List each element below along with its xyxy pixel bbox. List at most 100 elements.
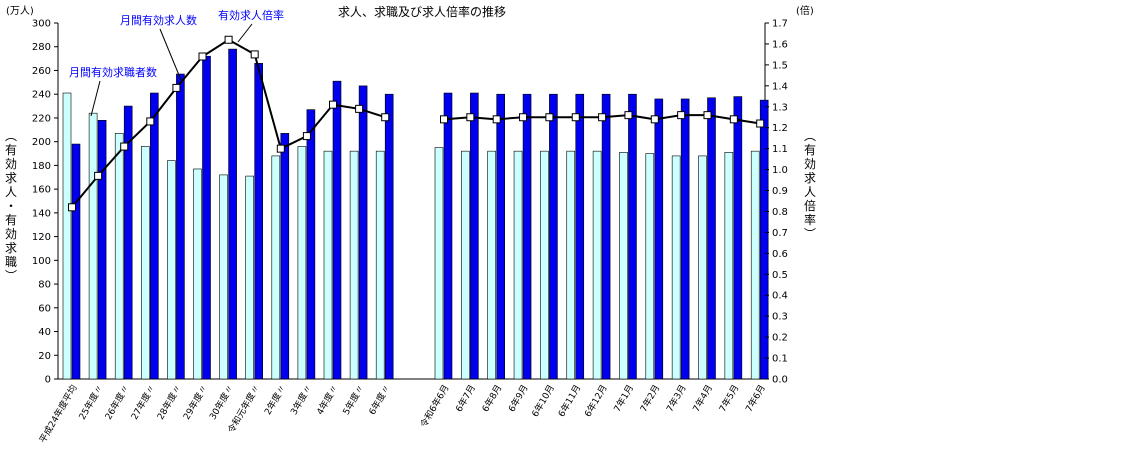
category-label: 7年2月 [637, 383, 662, 415]
ratio-marker [302, 132, 311, 141]
right-tick-label: 1.2 [772, 123, 788, 134]
bar-job-offers [522, 93, 532, 380]
bar-job-offers [123, 105, 133, 380]
bar-job-seekers [167, 160, 176, 380]
ratio-marker [729, 115, 738, 124]
ratio-marker [355, 104, 364, 113]
ratio-marker [677, 111, 686, 120]
ratio-marker [492, 115, 501, 124]
bar-job-offers [601, 93, 611, 380]
category-label: 6年11月 [555, 383, 583, 419]
bar-job-seekers [592, 150, 602, 380]
bar-job-seekers [193, 168, 202, 380]
bar-job-offers [228, 48, 237, 380]
bar-job-seekers [513, 150, 523, 380]
left-tick-label: 240 [32, 90, 51, 101]
bar-job-offers [306, 109, 316, 380]
category-label: 6年10月 [529, 383, 557, 419]
right-tick-label: 0.6 [772, 249, 788, 260]
annotation-leader [159, 28, 182, 81]
bar-job-seekers [349, 150, 359, 380]
bar-job-seekers [540, 150, 549, 380]
bar-job-offers [202, 55, 211, 380]
ratio-marker [519, 113, 528, 122]
bar-job-offers [707, 97, 716, 380]
bar-job-seekers [62, 92, 72, 380]
bar-job-seekers [297, 146, 307, 380]
category-label: 28年度〃 [154, 383, 184, 422]
bar-job-seekers [323, 150, 333, 380]
bar-job-offers [470, 92, 479, 380]
category-label: 平成24年度平均 [36, 383, 79, 446]
category-label: 27年度〃 [128, 383, 158, 422]
category-label: 6年度〃 [366, 383, 393, 417]
right-tick-label: 1.3 [772, 102, 788, 113]
bar-job-seekers [271, 155, 281, 380]
category-label: 3年度〃 [288, 383, 315, 417]
category-label: 6年7月 [453, 383, 478, 415]
left-tick-label: 280 [32, 42, 51, 53]
ratio-marker [224, 35, 233, 44]
left-tick-label: 80 [38, 280, 51, 291]
annotation-job-offers: 月間有効求人数 [120, 13, 197, 27]
bar-job-seekers [141, 146, 150, 380]
ratio-marker [440, 115, 448, 124]
category-label: 7年1月 [611, 383, 636, 415]
left-tick-label: 180 [32, 161, 51, 172]
right-tick-label: 0.9 [772, 186, 788, 197]
left-tick-label: 300 [32, 19, 51, 30]
bar-job-seekers [375, 150, 385, 380]
left-unit-label: (万人) [6, 5, 34, 17]
ticks: 0 20 40 60 80 100 120 140 160 180 200 220 240 260 280 3… [32, 19, 788, 386]
right-tick-label: 1.0 [772, 165, 788, 176]
right-tick-label: 0.2 [772, 333, 788, 344]
left-tick-label: 100 [32, 256, 51, 267]
bar-job-offers [176, 73, 185, 380]
right-tick-label: 0.4 [772, 291, 788, 302]
category-label: 25年度〃 [76, 383, 106, 422]
category-label: 30年度〃 [207, 383, 237, 422]
ratio-marker [598, 113, 607, 122]
ratio-marker [466, 113, 475, 122]
bar-job-seekers [566, 150, 576, 380]
right-tick-label: 1.7 [772, 19, 788, 30]
bar-job-seekers [434, 147, 444, 380]
left-tick-label: 160 [32, 185, 51, 196]
bar-job-offers [443, 92, 453, 380]
category-label: 29年度〃 [180, 383, 210, 422]
left-tick-label: 40 [38, 327, 51, 338]
chart-title: 求人、求職及び求人倍率の推移 [338, 4, 506, 19]
right-tick-label: 0.1 [772, 354, 788, 365]
left-tick-label: 0 [45, 375, 51, 386]
bar-job-seekers [245, 175, 254, 380]
left-tick-label: 120 [32, 232, 51, 243]
bars [62, 48, 769, 380]
left-tick-label: 60 [38, 303, 51, 314]
right-axis-title: ︵有効求人倍率︶ [804, 129, 816, 241]
right-tick-label: 0.3 [772, 312, 788, 323]
ratio-marker [68, 203, 76, 212]
bar-job-offers [654, 98, 664, 380]
ratio-marker [756, 119, 765, 128]
category-label: 7年5月 [716, 383, 741, 415]
bar-job-seekers [461, 150, 470, 380]
category-label: 7年6月 [743, 383, 768, 415]
ratio-marker [571, 113, 580, 122]
bar-job-offers [358, 85, 368, 380]
right-tick-label: 0.0 [772, 375, 788, 386]
annotation-leader [90, 80, 101, 117]
bar-job-seekers [645, 153, 655, 380]
ratio-marker [250, 50, 259, 59]
ratio-marker [329, 100, 337, 109]
ratio-line [68, 35, 765, 212]
bar-job-offers [496, 93, 506, 380]
right-tick-label: 0.7 [772, 228, 788, 239]
ratio-marker [172, 83, 181, 92]
bar-job-offers [97, 120, 107, 380]
left-tick-label: 260 [32, 66, 51, 77]
right-tick-label: 1.6 [772, 39, 788, 50]
ratio-marker [276, 144, 285, 153]
category-label: 7年3月 [664, 383, 689, 415]
